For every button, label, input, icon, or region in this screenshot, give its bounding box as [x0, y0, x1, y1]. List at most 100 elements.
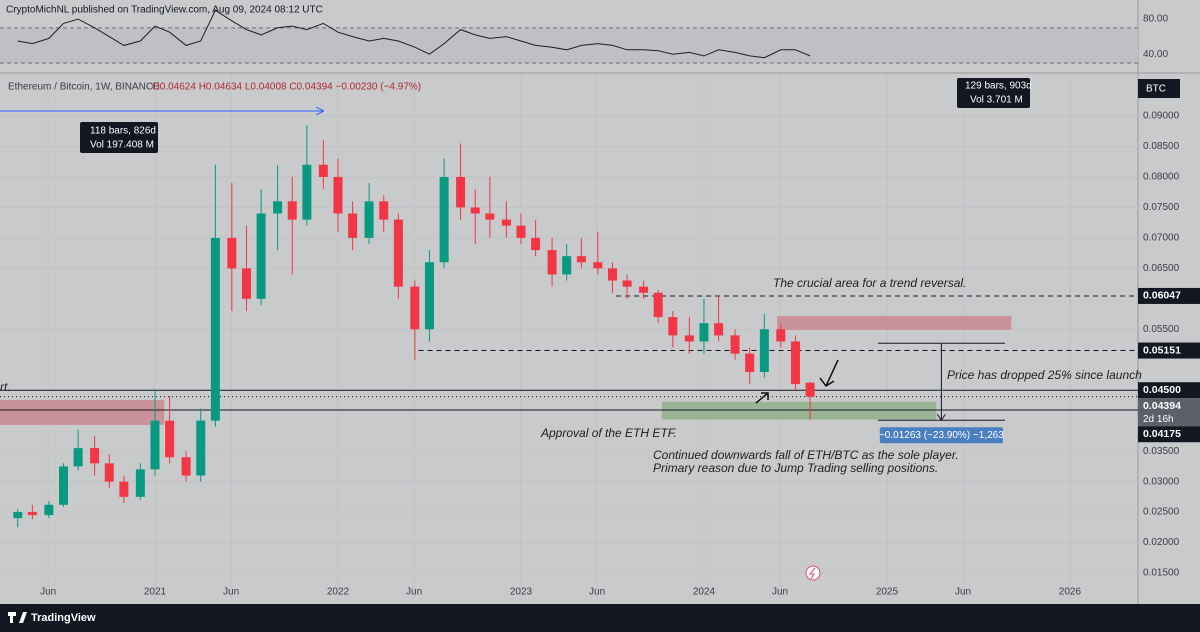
- countdown: 2d 16h: [1143, 414, 1174, 425]
- annotation: Continued downwards fall of ETH/BTC as t…: [653, 448, 959, 462]
- candle-body: [485, 213, 495, 220]
- price-label: 0.05151: [1143, 344, 1181, 356]
- x-tick-label: Jun: [406, 587, 422, 598]
- candle-body: [73, 448, 83, 467]
- x-tick-label: 2026: [1059, 587, 1082, 598]
- measure-arrowhead: [936, 413, 946, 422]
- event-icon: [805, 565, 821, 581]
- range-text: Vol 3.701 M: [970, 95, 1023, 106]
- candle-body: [501, 219, 511, 226]
- currency: BTC: [1146, 84, 1166, 95]
- candle-body: [196, 420, 206, 476]
- rsi-tick-label: 80.00: [1143, 14, 1168, 25]
- currency-box: [1138, 79, 1180, 98]
- candle-body: [333, 176, 343, 214]
- candle-body: [393, 219, 403, 287]
- candle-body: [119, 481, 129, 497]
- candle-body: [410, 286, 420, 330]
- candle-body: [684, 335, 694, 342]
- x-tick-label: Jun: [223, 587, 239, 598]
- candle-body: [456, 176, 466, 208]
- y-tick-label: 0.03000: [1143, 476, 1180, 487]
- price-label-box: [1138, 342, 1200, 359]
- x-tick-label: Jun: [772, 587, 788, 598]
- event-icon: [808, 567, 816, 580]
- y-tick-label: 0.07000: [1143, 233, 1180, 244]
- candle-body: [593, 262, 603, 269]
- annotation: Primary reason due to Jump Trading selli…: [653, 461, 938, 475]
- y-tick-label: 0.05500: [1143, 324, 1180, 335]
- x-tick-label: Jun: [589, 587, 605, 598]
- candle-body: [90, 448, 100, 464]
- candle-body: [607, 268, 617, 281]
- candle-body: [13, 512, 23, 519]
- candle-body: [745, 353, 755, 372]
- rsi-tick-label: 40.00: [1143, 49, 1168, 60]
- zone: [0, 399, 165, 425]
- candle-body: [364, 201, 374, 238]
- footer: [0, 604, 1200, 632]
- x-tick-label: Jun: [955, 587, 971, 598]
- logo-mark: [8, 612, 27, 623]
- price-label-box: [1138, 398, 1200, 427]
- axes: 0.09000 0.08500 0.08000 0.07500 0.07000 0.065…: [40, 111, 1200, 598]
- price-label-box: [1138, 287, 1200, 304]
- zone: [661, 401, 937, 420]
- annotation: Approval of the ETH ETF.: [540, 426, 677, 440]
- candle-body: [348, 213, 358, 238]
- candle-body: [805, 382, 815, 397]
- measure-box: [879, 427, 1003, 444]
- symbol: Ethereum / Bitcoin, 1W, BINANCE: [8, 82, 160, 93]
- candle-body: [516, 225, 526, 238]
- price-label: 0.04175: [1143, 428, 1181, 440]
- price-label-box: [1138, 426, 1200, 443]
- annotation: rt.: [0, 380, 11, 394]
- range-text: Vol 197.408 M: [90, 140, 154, 151]
- price-label: 0.06047: [1143, 290, 1181, 302]
- candle-body: [562, 256, 572, 275]
- candle-body: [653, 292, 663, 318]
- y-tick-label: 0.02000: [1143, 537, 1180, 548]
- price-label: 0.04394: [1143, 400, 1181, 412]
- candle-body: [714, 323, 724, 336]
- annotation: The crucial area for a trend reversal.: [773, 276, 966, 290]
- range-box: [957, 78, 1030, 108]
- candle-body: [790, 341, 800, 385]
- rsi-pane: 80.00 40.00: [0, 9, 1168, 64]
- candle-body: [547, 250, 557, 275]
- candle-body: [210, 237, 220, 421]
- candle-body: [639, 286, 649, 293]
- candle-body: [576, 256, 586, 263]
- candle-body: [44, 504, 54, 516]
- zone: [777, 315, 1012, 330]
- candle-body: [730, 335, 740, 354]
- y-tick-label: 0.03500: [1143, 446, 1180, 457]
- x-tick-label: 2023: [510, 587, 533, 598]
- candle-body: [668, 317, 678, 336]
- candle-body: [424, 262, 434, 330]
- price-label: 0.04500: [1143, 384, 1181, 396]
- candle-body: [135, 469, 145, 497]
- rsi-band: [0, 27, 1138, 63]
- candle-body: [318, 164, 328, 177]
- candle-body: [439, 176, 449, 263]
- candle-body: [241, 268, 251, 299]
- rsi-line: [17, 9, 811, 59]
- candle-body: [58, 466, 68, 505]
- y-tick-label: 0.09000: [1143, 111, 1180, 122]
- candle-body: [27, 512, 37, 516]
- candle-body: [531, 237, 541, 251]
- candle-body: [699, 323, 709, 342]
- x-tick-label: 2022: [327, 587, 350, 598]
- candle-body: [227, 237, 237, 269]
- candle-body: [622, 280, 632, 287]
- y-tick-label: 0.08000: [1143, 172, 1180, 183]
- candle-body: [759, 329, 769, 372]
- ohlc-legend: O0.04624 H0.04634 L0.04008 C0.04394 −0.0…: [152, 82, 421, 93]
- y-tick-label: 0.07500: [1143, 202, 1180, 213]
- publisher: CryptoMichNL published on TradingView.co…: [6, 5, 323, 16]
- range-text: 118 bars, 826d: [90, 126, 156, 137]
- y-tick-label: 0.08500: [1143, 141, 1180, 152]
- annotation: Price has dropped 25% since launch: [947, 368, 1142, 382]
